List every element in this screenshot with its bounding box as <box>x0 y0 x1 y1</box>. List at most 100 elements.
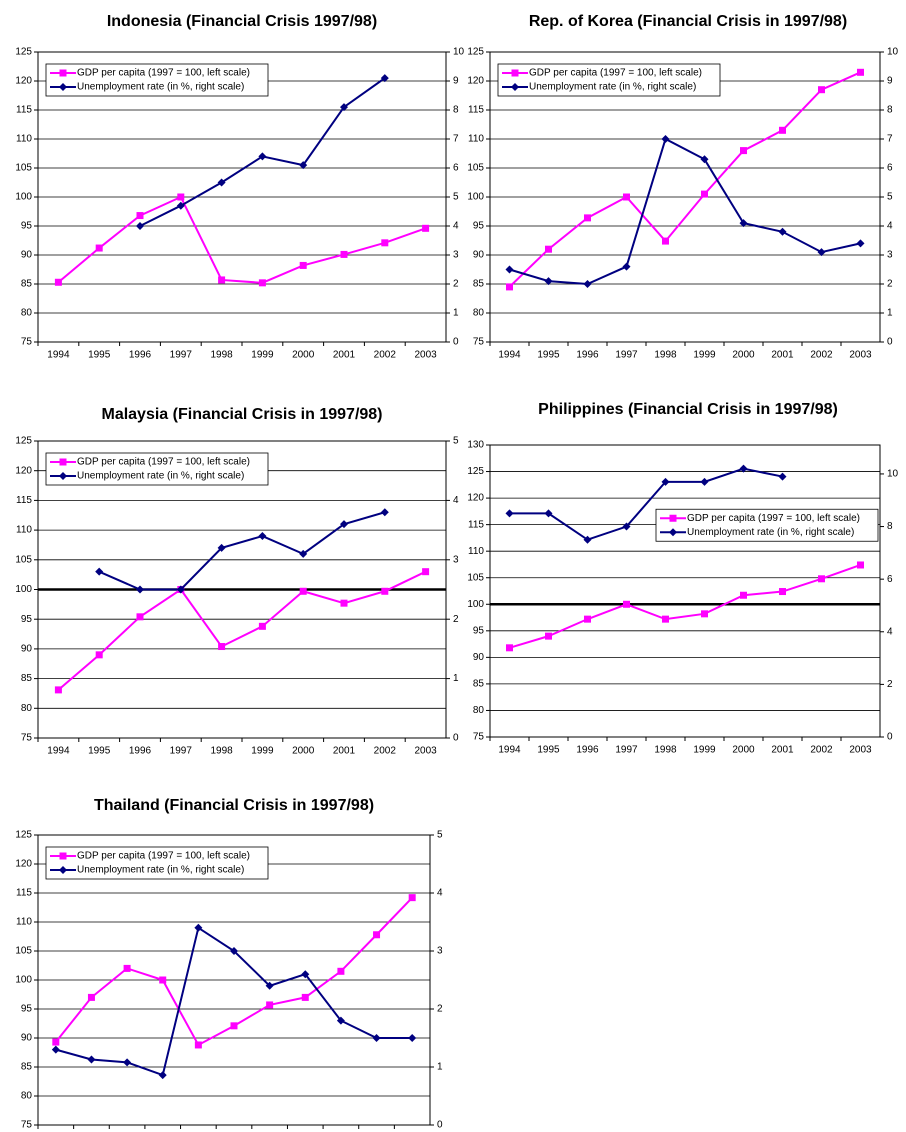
y-tick-label: 110 <box>16 525 32 536</box>
y-tick-label: 90 <box>21 250 33 261</box>
x-tick-label: 1997 <box>615 350 638 361</box>
x-tick-label: 2000 <box>292 350 315 361</box>
marker <box>661 135 670 143</box>
marker <box>857 68 864 76</box>
y2-tick-label: 6 <box>887 163 893 174</box>
y-tick-label: 85 <box>21 673 33 684</box>
x-tick-label: 1997 <box>170 350 193 361</box>
y-tick-label: 110 <box>16 917 32 928</box>
legend-marker <box>59 83 67 91</box>
y-tick-label: 80 <box>21 1091 33 1102</box>
marker <box>230 947 238 955</box>
y-tick-label: 125 <box>467 466 484 477</box>
marker <box>739 464 748 473</box>
marker <box>701 610 708 618</box>
y-tick-label: 105 <box>467 163 484 174</box>
x-tick-label: 1994 <box>498 350 521 361</box>
marker <box>739 219 748 228</box>
x-tick-label: 2002 <box>374 746 397 757</box>
chart-title: Thailand (Financial Crisis in 1997/98) <box>94 797 374 814</box>
marker <box>123 1058 132 1067</box>
legend-marker <box>669 514 677 522</box>
marker <box>380 74 389 83</box>
marker <box>662 615 669 623</box>
y2-tick-label: 0 <box>887 732 893 743</box>
legend-label: GDP per capita (1997 = 100, left scale) <box>529 68 702 79</box>
x-tick-label: 2001 <box>333 746 356 757</box>
y-tick-label: 95 <box>21 614 33 625</box>
y2-tick-label: 1 <box>453 673 459 684</box>
marker <box>422 224 430 232</box>
y-tick-label: 80 <box>473 705 485 716</box>
y2-tick-label: 4 <box>453 221 459 232</box>
marker <box>258 152 267 161</box>
y-tick-label: 95 <box>473 221 485 232</box>
y-tick-label: 105 <box>15 554 32 565</box>
marker <box>54 686 62 694</box>
y-tick-label: 85 <box>473 279 485 290</box>
x-tick-label: 1994 <box>47 350 70 361</box>
x-tick-label: 1996 <box>129 350 152 361</box>
y2-tick-label: 6 <box>453 163 459 174</box>
y-tick-label: 125 <box>15 47 32 58</box>
x-tick-label: 1998 <box>654 745 677 756</box>
marker <box>857 561 864 569</box>
marker <box>740 591 747 599</box>
legend-marker <box>59 69 67 77</box>
y-tick-label: 115 <box>468 105 484 116</box>
legend-box <box>45 452 269 486</box>
marker <box>136 212 144 220</box>
x-tick-label: 1999 <box>251 746 274 757</box>
marker <box>408 1034 417 1042</box>
marker <box>817 248 826 257</box>
x-tick-label: 1995 <box>537 350 560 361</box>
y-tick-label: 105 <box>15 946 32 957</box>
marker <box>95 567 104 576</box>
marker <box>340 520 348 529</box>
marker <box>299 261 307 269</box>
x-tick-label: 2003 <box>414 350 437 361</box>
legend-marker <box>511 69 519 77</box>
x-tick-label: 1996 <box>129 746 152 757</box>
y2-tick-label: 3 <box>437 946 443 957</box>
y-tick-label: 75 <box>21 1120 33 1131</box>
y-tick-label: 105 <box>467 572 484 583</box>
x-tick-label: 1995 <box>88 746 111 757</box>
y-tick-label: 100 <box>467 599 484 610</box>
marker <box>818 86 825 94</box>
legend-marker <box>511 83 519 91</box>
marker <box>701 190 708 198</box>
y2-tick-label: 1 <box>453 308 459 319</box>
marker <box>381 587 389 595</box>
marker <box>700 155 709 164</box>
x-tick-label: 2003 <box>414 746 437 757</box>
legend-label: Unemployment rate (in %, right scale) <box>529 82 696 93</box>
chart-title: Philippines (Financial Crisis in 1997/98… <box>538 401 838 418</box>
marker <box>583 280 592 288</box>
series-line <box>509 467 783 541</box>
marker <box>372 1034 381 1042</box>
marker <box>778 472 787 481</box>
y-tick-label: 75 <box>473 337 485 348</box>
y-tick-label: 130 <box>467 440 484 451</box>
marker <box>87 993 95 1001</box>
y2-tick-label: 5 <box>453 436 459 447</box>
y-tick-label: 120 <box>15 76 32 87</box>
y-tick-label: 75 <box>21 733 33 744</box>
y2-tick-label: 1 <box>887 308 893 319</box>
x-tick-label: 1999 <box>693 745 716 756</box>
x-tick-label: 2003 <box>849 350 872 361</box>
y-tick-label: 95 <box>21 1004 33 1015</box>
x-tick-label: 1998 <box>654 350 677 361</box>
y2-tick-label: 9 <box>887 76 893 87</box>
y2-tick-label: 6 <box>887 574 893 585</box>
chart-title: Indonesia (Financial Crisis 1997/98) <box>107 13 377 30</box>
marker <box>340 103 348 112</box>
y2-tick-label: 3 <box>887 250 893 261</box>
x-tick-label: 2002 <box>374 350 397 361</box>
marker <box>266 1001 274 1009</box>
legend-marker <box>59 472 67 480</box>
marker <box>177 193 185 201</box>
